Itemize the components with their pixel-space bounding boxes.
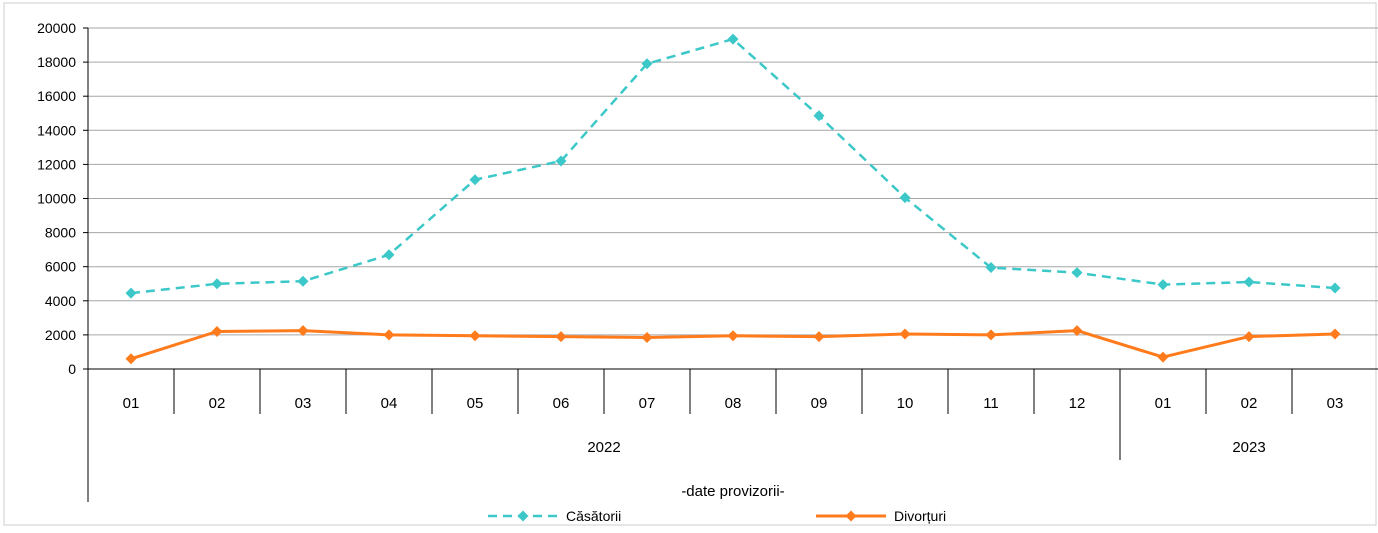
x-tick-label: 01 bbox=[123, 395, 140, 412]
data-point bbox=[985, 329, 997, 341]
data-point bbox=[1071, 325, 1083, 337]
y-tick-label: 2000 bbox=[45, 327, 76, 343]
x-tick-label: 02 bbox=[1241, 395, 1258, 412]
legend-label: Divorțuri bbox=[894, 508, 946, 524]
series bbox=[125, 33, 1341, 365]
data-point bbox=[727, 33, 739, 45]
x-tick-label: 11 bbox=[983, 395, 999, 412]
gridlines bbox=[88, 27, 1378, 336]
data-point bbox=[211, 278, 223, 290]
y-tick-label: 4000 bbox=[45, 293, 76, 309]
data-point bbox=[555, 155, 567, 167]
x-tick-label: 07 bbox=[639, 395, 656, 412]
data-point bbox=[1157, 279, 1169, 291]
data-point bbox=[1243, 276, 1255, 288]
x-tick-label: 03 bbox=[1327, 395, 1344, 412]
legend-swatch-marker bbox=[517, 510, 529, 522]
data-point bbox=[1071, 267, 1083, 279]
y-tick-label: 6000 bbox=[45, 259, 76, 275]
axes bbox=[83, 27, 1378, 502]
data-point bbox=[297, 325, 309, 337]
legend-item: Divorțuri bbox=[816, 508, 946, 524]
x-tick-label: 05 bbox=[467, 395, 484, 412]
data-point bbox=[813, 110, 825, 122]
data-point bbox=[555, 331, 567, 343]
chart-border bbox=[3, 2, 1377, 526]
legend-item: Căsătorii bbox=[488, 508, 621, 524]
data-point bbox=[125, 287, 137, 299]
data-point bbox=[1157, 351, 1169, 363]
x-tick-label: 08 bbox=[725, 395, 742, 412]
data-point bbox=[641, 331, 653, 343]
y-tick-labels: 0 2000 4000 6000 8000 10000 12000 14000 16000 180… bbox=[37, 20, 76, 377]
x-tick-label: 02 bbox=[209, 395, 226, 412]
x-tick-label: 12 bbox=[1069, 395, 1086, 412]
x-group-label: 2022 bbox=[587, 439, 620, 456]
legend-swatch-marker bbox=[845, 510, 857, 522]
data-point bbox=[1329, 328, 1341, 340]
data-point bbox=[727, 330, 739, 342]
y-tick-label: 10000 bbox=[37, 191, 76, 207]
legend-label: Căsătorii bbox=[566, 508, 621, 524]
x-tick-label: 03 bbox=[295, 395, 312, 412]
data-point bbox=[297, 275, 309, 287]
data-point bbox=[985, 262, 997, 274]
series-divorturi bbox=[125, 325, 1341, 365]
data-point bbox=[899, 192, 911, 204]
data-point bbox=[1243, 331, 1255, 343]
series-casatorii bbox=[125, 33, 1341, 299]
data-point bbox=[641, 58, 653, 70]
y-tick-label: 0 bbox=[68, 361, 76, 377]
data-point bbox=[469, 330, 481, 342]
y-tick-label: 18000 bbox=[37, 54, 76, 70]
data-point bbox=[125, 353, 137, 365]
x-tick-label: 01 bbox=[1155, 395, 1172, 412]
data-point bbox=[383, 329, 395, 341]
y-tick-label: 20000 bbox=[37, 20, 76, 36]
data-point bbox=[383, 249, 395, 261]
legend: Căsătorii Divorțuri bbox=[488, 508, 946, 524]
x-group-labels: 2022 2023 bbox=[587, 439, 1265, 456]
y-tick-label: 8000 bbox=[45, 225, 76, 241]
data-point bbox=[211, 325, 223, 337]
data-point bbox=[899, 328, 911, 340]
data-point bbox=[469, 174, 481, 186]
data-point bbox=[813, 331, 825, 343]
x-tick-label: 04 bbox=[381, 395, 398, 412]
note-label: -date provizorii- bbox=[681, 483, 784, 500]
x-tick-label: 10 bbox=[897, 395, 914, 412]
y-tick-label: 12000 bbox=[37, 156, 76, 172]
x-group-label: 2023 bbox=[1232, 439, 1265, 456]
y-tick-label: 14000 bbox=[37, 122, 76, 138]
y-tick-label: 16000 bbox=[37, 88, 76, 104]
x-tick-label: 09 bbox=[811, 395, 828, 412]
data-point bbox=[1329, 282, 1341, 294]
x-tick-label: 06 bbox=[553, 395, 570, 412]
x-tick-labels: 01 02 03 04 05 06 07 08 09 10 11 12 01 02 03 bbox=[123, 395, 1344, 412]
